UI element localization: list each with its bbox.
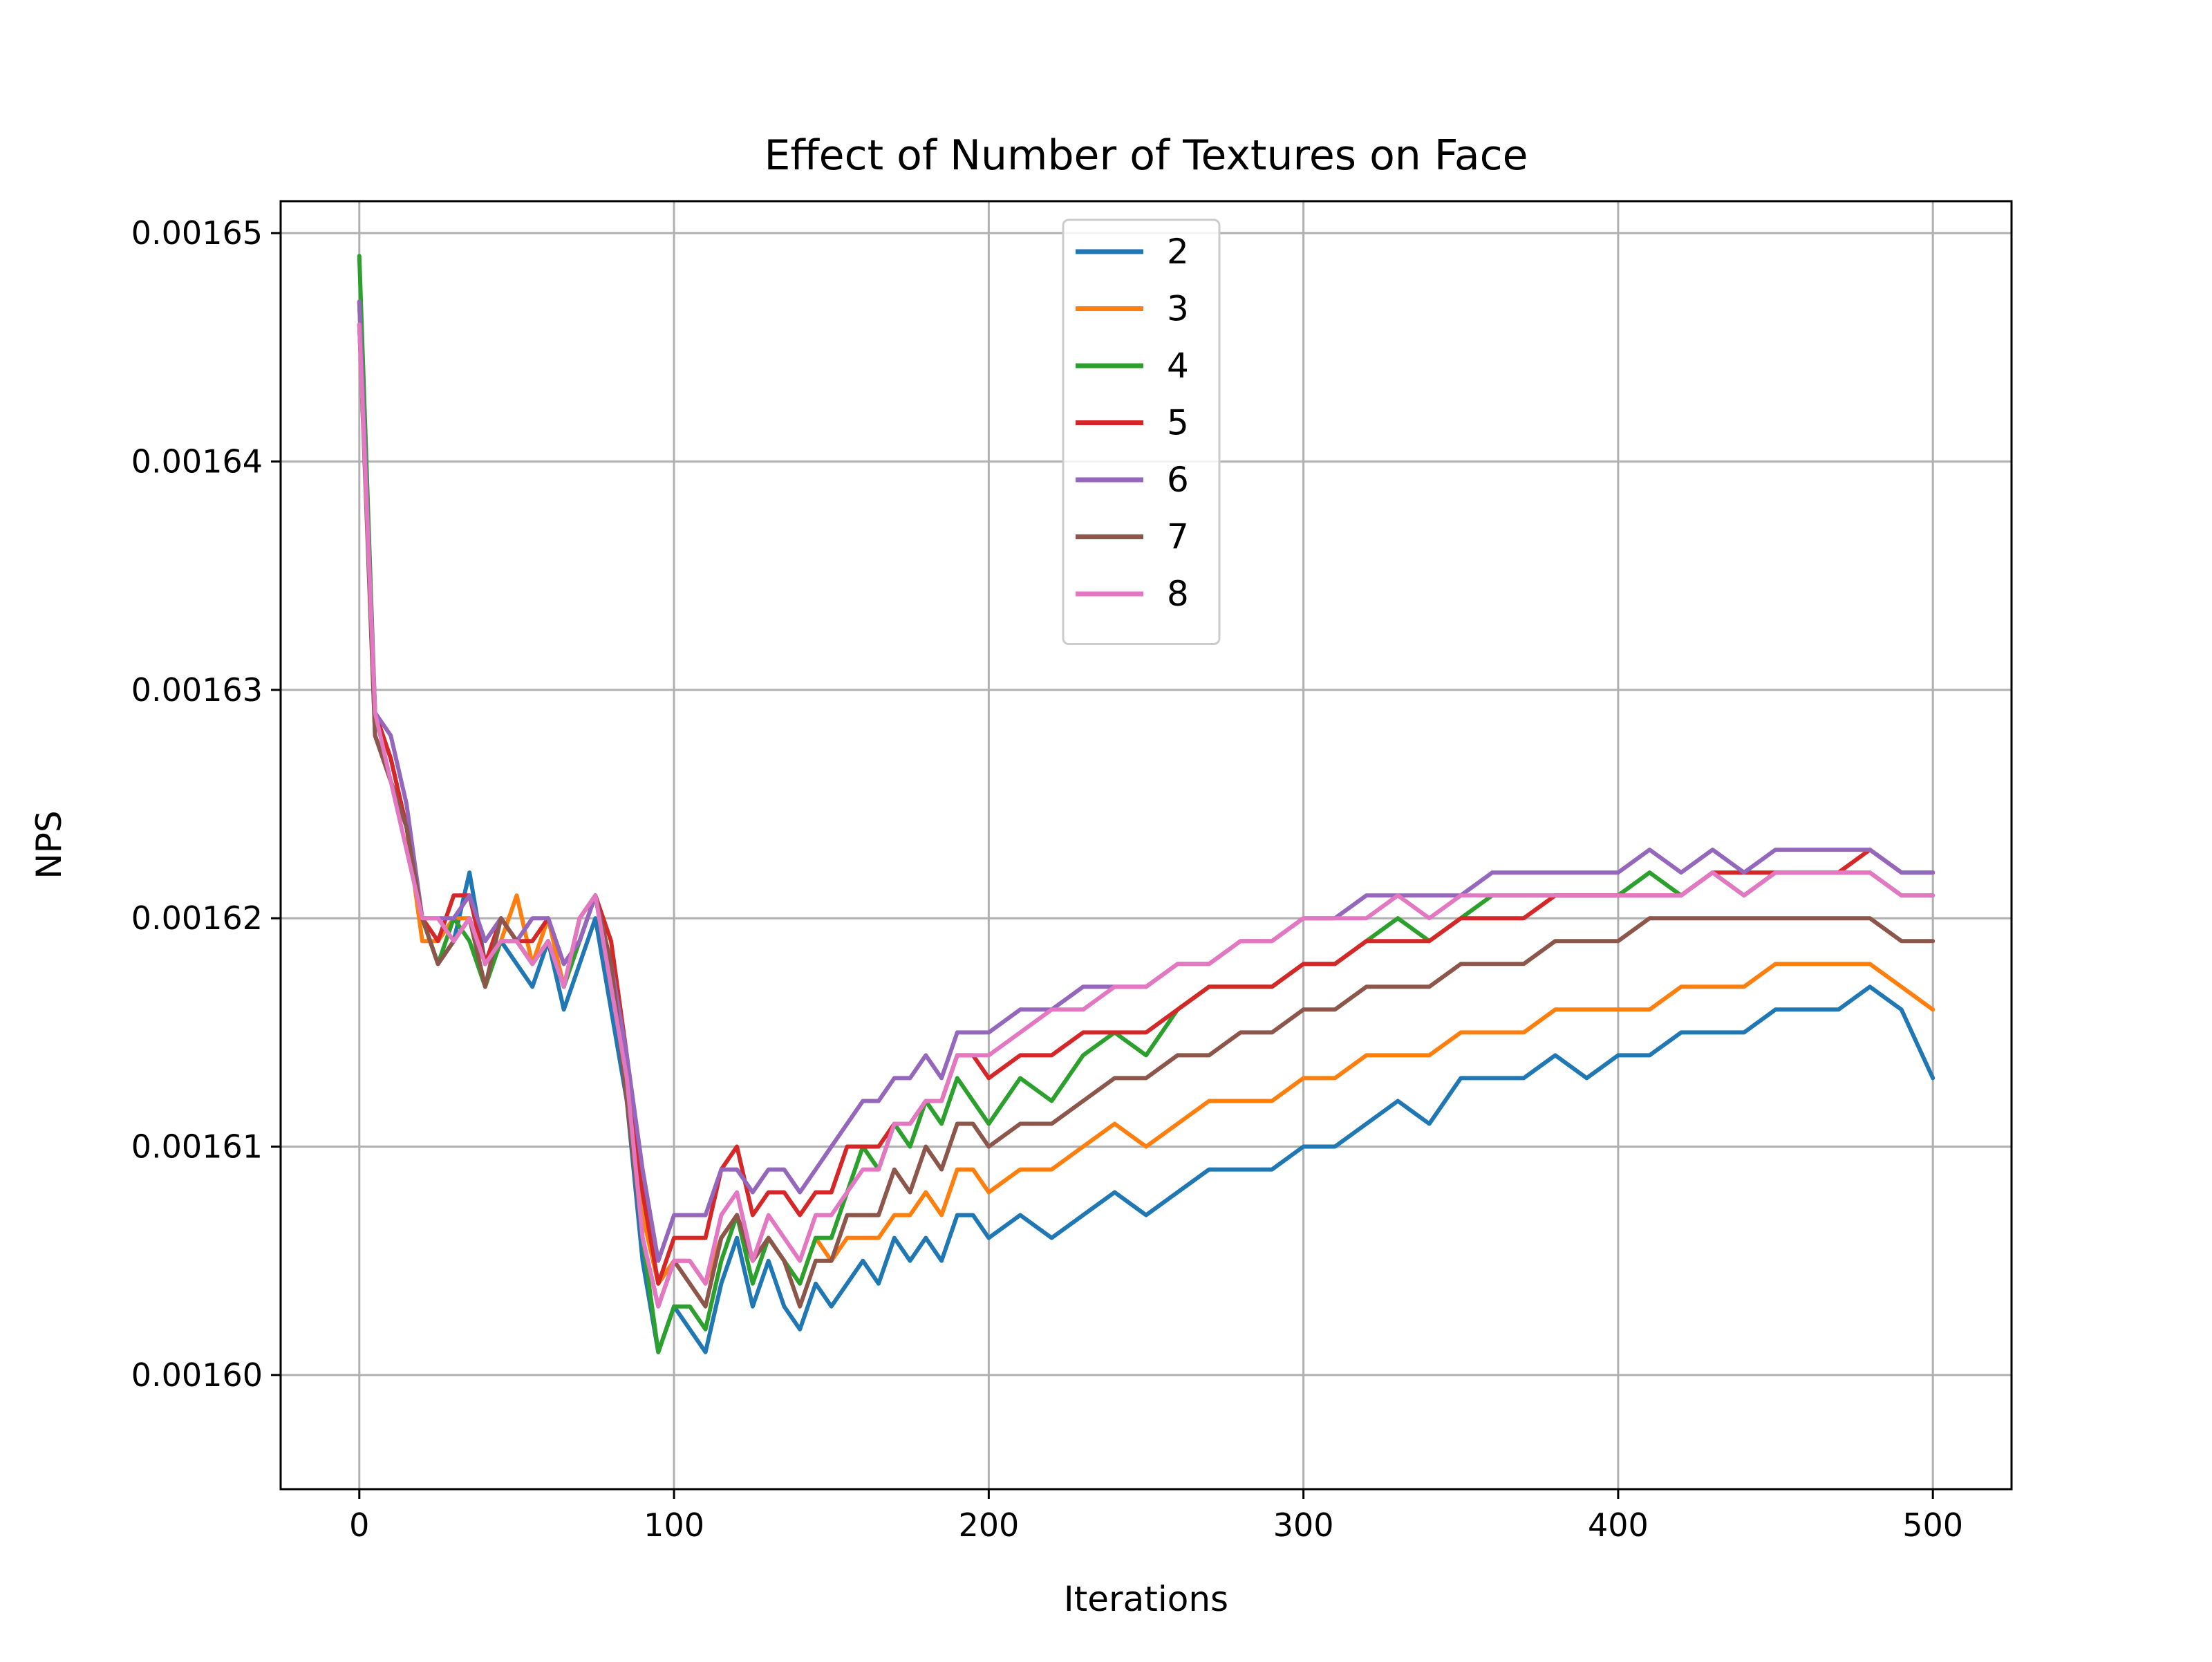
y-tick-label: 0.00165 — [131, 214, 263, 252]
series-lines — [357, 254, 1936, 1354]
legend: 2 3 4 5 6 7 8 — [1062, 218, 1221, 645]
legend-box — [1062, 218, 1221, 645]
series-line-6 — [357, 299, 1936, 1263]
y-tick-label: 0.00163 — [131, 671, 263, 709]
y-tick-label: 0.00162 — [131, 899, 263, 937]
legend-label-7: 7 — [1167, 517, 1189, 557]
x-tick-label: 400 — [1588, 1506, 1649, 1544]
axis-ticks: 0 100 200 300 400 500 0.00160 0.00161 0.00162 0.0… — [131, 214, 1963, 1544]
x-tick-label: 0 — [349, 1506, 369, 1544]
legend-label-3: 3 — [1167, 289, 1189, 329]
x-tick-label: 500 — [1902, 1506, 1963, 1544]
legend-label-8: 8 — [1167, 574, 1189, 614]
x-tick-label: 300 — [1273, 1506, 1334, 1544]
y-axis-label: NPS — [29, 810, 69, 879]
x-tick-label: 100 — [644, 1506, 704, 1544]
plot-frame — [279, 200, 2013, 1491]
series-line-8 — [357, 322, 1936, 1309]
series-line-2 — [357, 299, 1936, 1354]
x-axis-label: Iterations — [1064, 1579, 1228, 1619]
series-line-3 — [357, 299, 1936, 1286]
chart-title: Effect of Number of Textures on Face — [764, 131, 1528, 180]
legend-label-4: 4 — [1167, 346, 1189, 386]
legend-label-6: 6 — [1167, 460, 1189, 500]
y-tick-label: 0.00160 — [131, 1356, 263, 1394]
legend-label-5: 5 — [1167, 403, 1189, 443]
y-tick-label: 0.00164 — [131, 443, 263, 480]
legend-label-2: 2 — [1167, 232, 1189, 272]
y-tick-label: 0.00161 — [131, 1128, 263, 1166]
x-tick-label: 200 — [958, 1506, 1019, 1544]
